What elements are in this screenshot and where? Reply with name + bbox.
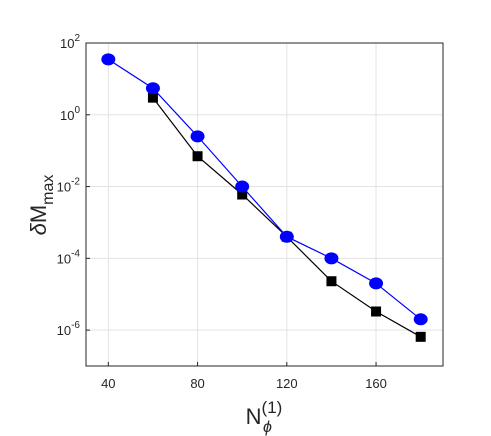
data-point-circle — [190, 130, 205, 143]
data-point-circle — [279, 230, 294, 243]
y-tick-base: 10 — [57, 251, 71, 266]
x-axis-label-superscript: (1) — [262, 398, 283, 417]
data-point-square — [237, 189, 248, 200]
y-tick-exponent: 2 — [74, 33, 80, 44]
data-point-square — [415, 331, 426, 342]
plot-frame — [85, 42, 444, 367]
y-tick-exponent: 0 — [74, 105, 80, 116]
data-point-circle — [324, 252, 339, 265]
y-tick-base: 10 — [57, 180, 71, 195]
y-axis-label: δMmax — [26, 175, 57, 236]
x-tick-label: 160 — [365, 376, 387, 391]
y-tick-base: 10 — [60, 108, 74, 123]
data-point-circle — [145, 82, 160, 95]
x-axis-label-subscript: ϕ — [263, 419, 272, 436]
y-tick-exponent: -6 — [71, 320, 80, 331]
data-point-square — [371, 306, 382, 317]
y-tick-label: 10-4 — [57, 248, 81, 266]
y-tick-label: 100 — [60, 105, 80, 123]
x-tick-label: 40 — [101, 376, 115, 391]
y-tick-label: 10-2 — [57, 177, 81, 195]
y-tick-base: 10 — [60, 36, 74, 51]
data-point-circle — [369, 277, 384, 290]
series-layer — [101, 53, 428, 342]
y-tick-label: 102 — [60, 33, 80, 51]
data-point-circle — [413, 313, 428, 326]
y-axis-label-subscript: max — [40, 175, 57, 205]
circle-series-line — [107, 58, 422, 320]
circle-series — [101, 53, 428, 326]
data-point-square — [326, 276, 337, 287]
plot-background — [86, 43, 443, 366]
data-point-square — [192, 151, 203, 162]
x-tick-label: 80 — [190, 376, 204, 391]
y-tick-exponent: -2 — [71, 177, 80, 188]
y-tick-label: 10-6 — [57, 320, 81, 338]
x-axis-label: N(1) — [246, 398, 283, 429]
y-axis-label-base: M — [26, 205, 51, 223]
y-tick-exponent: -4 — [71, 248, 80, 259]
data-point-square — [147, 92, 158, 103]
x-axis-label-base: N — [246, 404, 262, 429]
x-tick-label: 120 — [276, 376, 298, 391]
y-axis-label-prefix: δ — [26, 222, 51, 235]
data-point-circle — [101, 53, 116, 66]
data-point-circle — [235, 180, 250, 193]
y-tick-base: 10 — [57, 323, 71, 338]
